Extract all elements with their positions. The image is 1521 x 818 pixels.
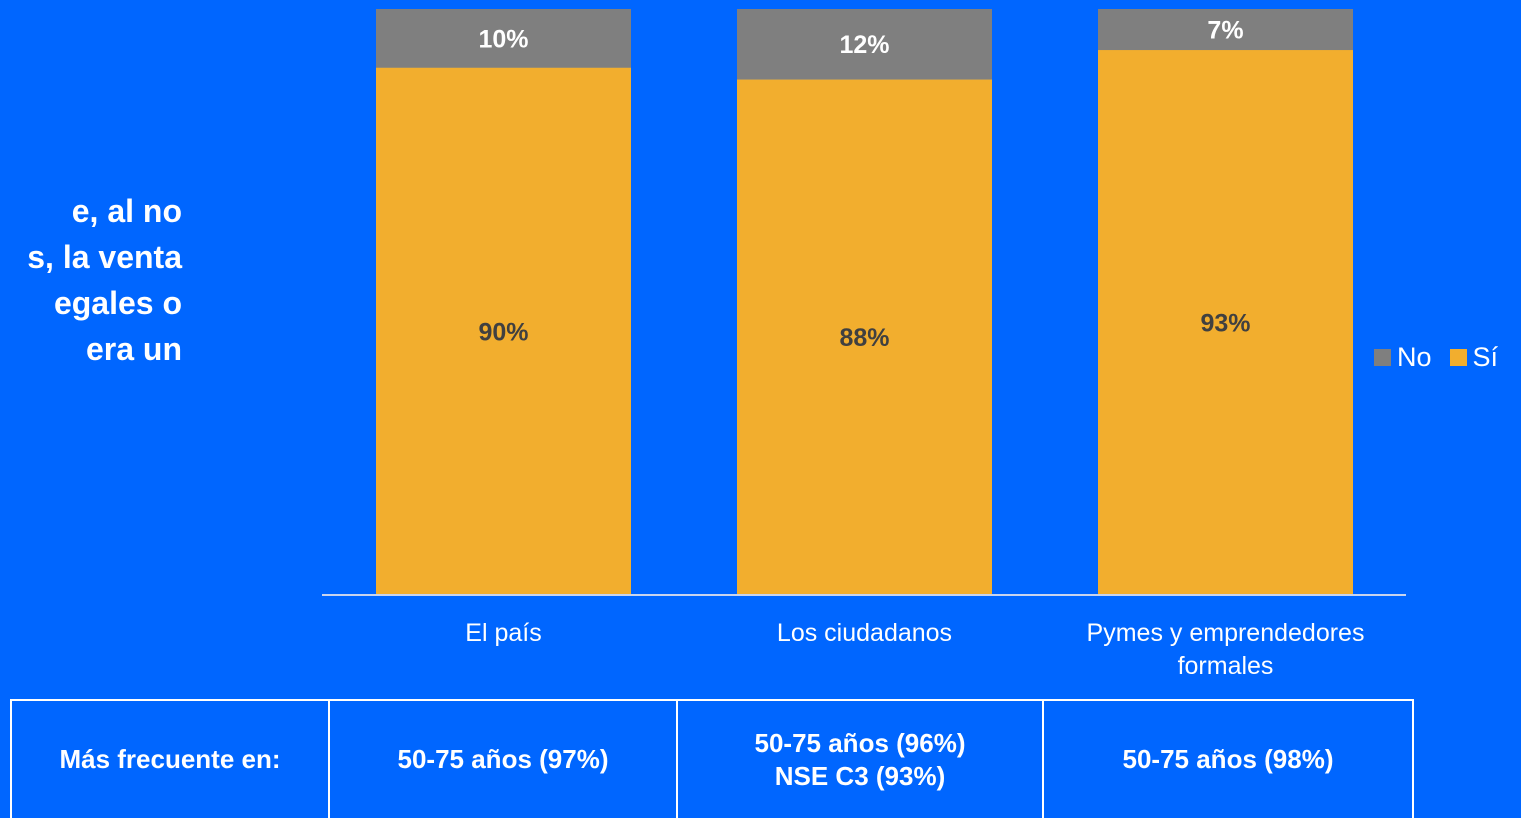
table-cell-pymes: 50-75 años (98%)	[1042, 699, 1414, 818]
data-label-no: 7%	[1207, 17, 1243, 45]
table-cell-line: 50-75 años (96%)	[754, 727, 966, 758]
legend-item-si: Sí	[1449, 342, 1499, 373]
question-line: e, al no	[71, 193, 182, 229]
legend-swatch-si	[1449, 349, 1467, 366]
bar-no	[1098, 9, 1353, 51]
question-line: s, la venta	[27, 239, 182, 275]
table-cell-line: 50-75 años (98%)	[1122, 744, 1334, 774]
table-cell-el-pais: 50-75 años (97%)	[328, 699, 678, 818]
x-tick-label: formales	[1178, 652, 1274, 680]
legend-item-no: No	[1374, 342, 1432, 373]
x-tick-label: Pymes y emprendedores	[1087, 619, 1365, 647]
x-tick-label: El país	[465, 619, 541, 647]
question-line: era un	[85, 331, 182, 367]
data-label-si: 90%	[478, 318, 528, 346]
bar-si	[1098, 50, 1353, 595]
bar-si	[737, 79, 992, 595]
legend-label-no: No	[1397, 342, 1432, 372]
table-row: Más frecuente en: 50-75 años (97%) 50-75…	[10, 699, 1414, 818]
legend-swatch-no	[1374, 349, 1391, 366]
chart-legend: No Sí	[1374, 342, 1516, 373]
x-tick-label: Los ciudadanos	[777, 619, 952, 647]
table-cell-los-ciudadanos: 50-75 años (96%) NSE C3 (93%)	[676, 699, 1044, 818]
bar-no	[376, 9, 631, 68]
stacked-bar-chart: 90% 10% El país 88% 12% Los ciudadanos 93% 7% Py…	[322, 9, 1406, 680]
table-cell-line: 50-75 años (97%)	[397, 744, 609, 774]
frequency-table: Más frecuente en: 50-75 años (97%) 50-75…	[10, 699, 1414, 818]
legend-label-si: Sí	[1472, 342, 1499, 372]
data-label-no: 10%	[478, 25, 528, 53]
data-label-no: 12%	[839, 31, 889, 59]
data-label-si: 88%	[839, 324, 889, 352]
data-label-si: 93%	[1200, 310, 1250, 338]
question-text: e, al no s, la venta egales o era un	[0, 188, 200, 372]
bar-no	[737, 9, 992, 80]
table-cell-line: NSE C3 (93%)	[774, 760, 946, 791]
table-header-cell: Más frecuente en:	[10, 699, 330, 818]
bar-si	[376, 67, 631, 596]
question-line: egales o	[53, 285, 182, 321]
